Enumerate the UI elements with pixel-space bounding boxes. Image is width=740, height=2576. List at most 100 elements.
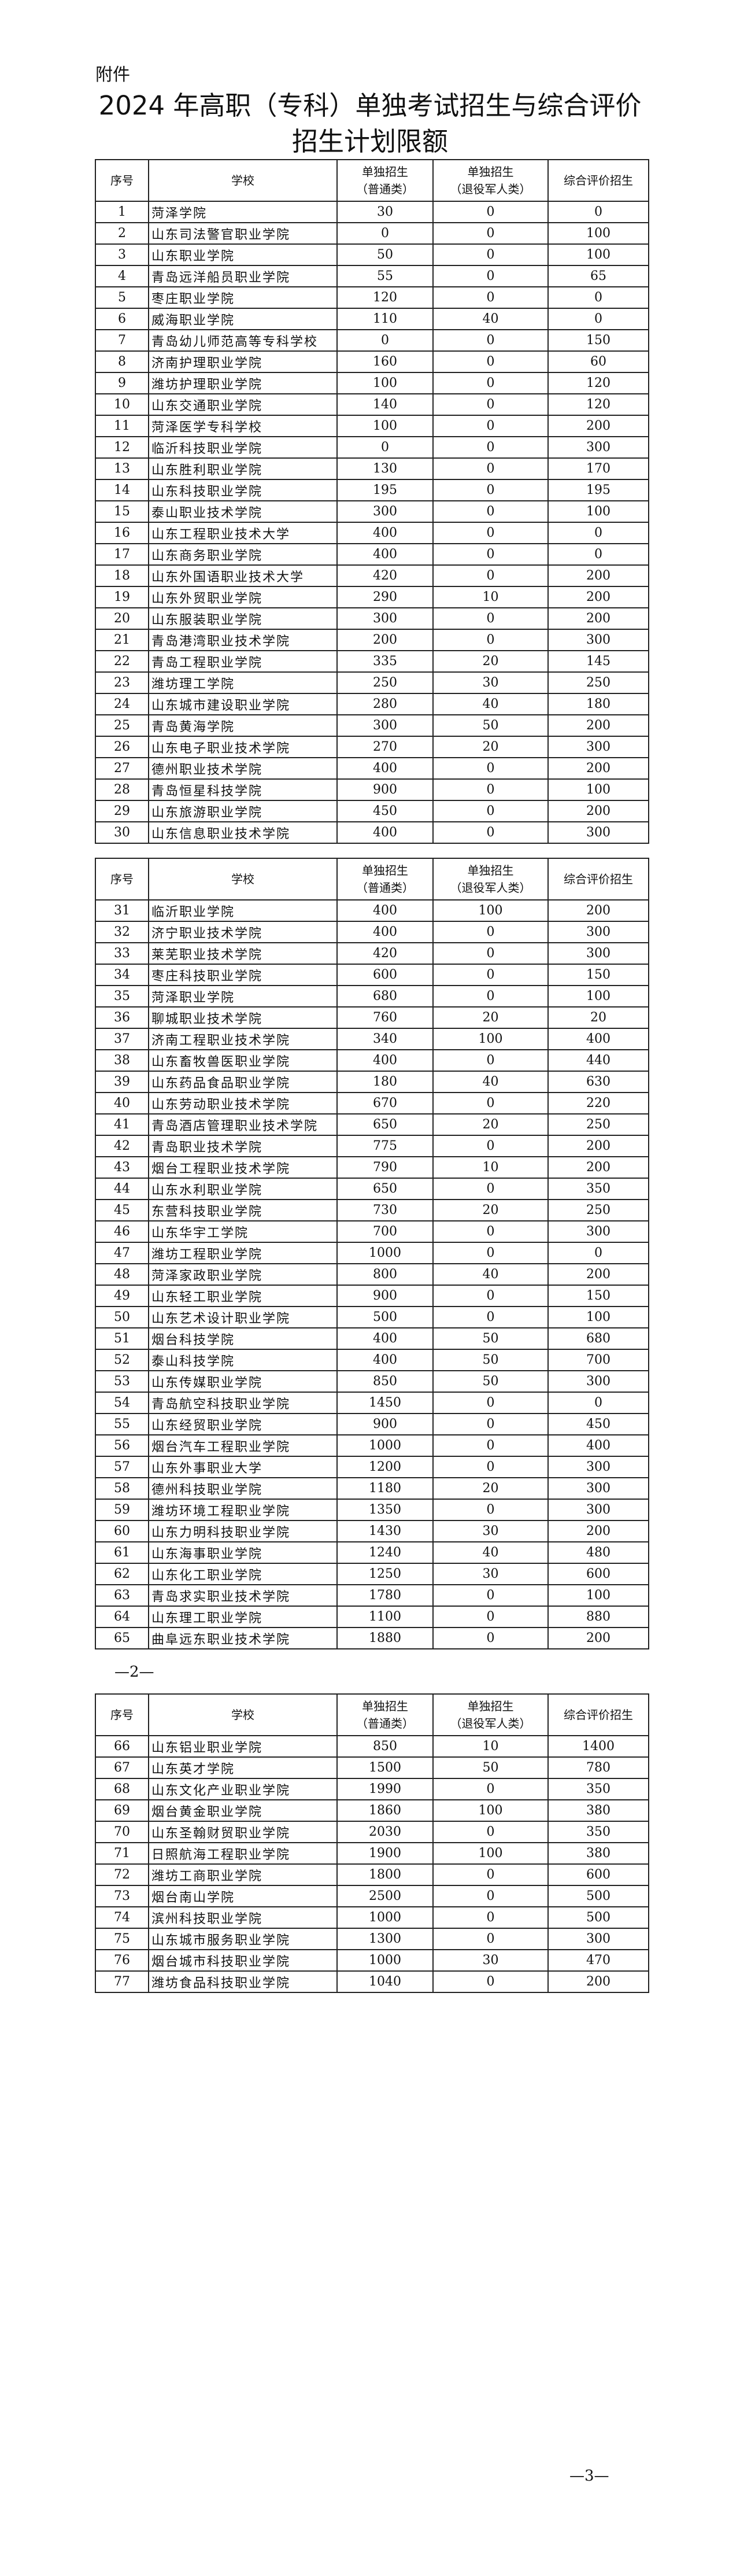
comprehensive-quota-cell: 200 xyxy=(547,1156,649,1179)
veteran-quota-cell: 0 xyxy=(432,942,549,965)
table-row: 61 山东海事职业学院 1240 40 480 xyxy=(95,1541,649,1564)
school-cell: 山东力明科技职业学院 xyxy=(148,1520,338,1542)
comprehensive-quota-cell: 300 xyxy=(547,942,649,965)
seq-cell: 63 xyxy=(95,1584,149,1607)
school-cell: 菏泽医学专科学校 xyxy=(148,415,338,437)
table-row: 62 山东化工职业学院 1250 30 600 xyxy=(95,1563,649,1585)
seq-cell: 33 xyxy=(95,942,149,965)
seq-cell: 57 xyxy=(95,1456,149,1478)
school-cell: 潍坊环境工程职业学院 xyxy=(148,1499,338,1521)
table-row: 27 德州职业技术学院 400 0 200 xyxy=(95,757,649,780)
table-row: 76 烟台城市科技职业学院 1000 30 470 xyxy=(95,1949,649,1972)
comprehensive-quota-cell: 200 xyxy=(547,607,649,630)
comprehensive-quota-cell: 1400 xyxy=(547,1735,649,1758)
general-quota-cell: 1990 xyxy=(336,1778,434,1800)
school-cell: 威海职业学院 xyxy=(148,308,338,330)
school-cell: 山东服装职业学院 xyxy=(148,607,338,630)
veteran-quota-cell: 10 xyxy=(432,1735,549,1758)
table-row: 71 日照航海工程职业学院 1900 100 380 xyxy=(95,1842,649,1865)
veteran-quota-cell: 0 xyxy=(432,1970,549,1993)
table-row: 43 烟台工程职业技术学院 790 10 200 xyxy=(95,1156,649,1179)
seq-cell: 31 xyxy=(95,899,149,922)
seq-cell: 35 xyxy=(95,985,149,1007)
general-quota-cell: 30 xyxy=(336,201,434,223)
school-cell: 莱芜职业技术学院 xyxy=(148,942,338,965)
table-row: 66 山东铝业职业学院 850 10 1400 xyxy=(95,1735,649,1758)
school-cell: 山东传媒职业学院 xyxy=(148,1370,338,1393)
header-row: 序号 学校 单独招生 （普通类） 单独招生 （退役军人类） 综合评价招生 xyxy=(95,1693,649,1736)
table-row: 72 潍坊工商职业学院 1800 0 600 xyxy=(95,1863,649,1886)
seq-cell: 7 xyxy=(95,329,149,352)
table-row: 64 山东理工职业学院 1100 0 880 xyxy=(95,1606,649,1628)
comprehensive-quota-cell: 350 xyxy=(547,1778,649,1800)
general-quota-cell: 1000 xyxy=(336,1949,434,1972)
general-quota-cell: 680 xyxy=(336,985,434,1007)
seq-cell: 60 xyxy=(95,1520,149,1542)
school-cell: 山东理工职业学院 xyxy=(148,1606,338,1628)
seq-cell: 34 xyxy=(95,964,149,986)
comprehensive-quota-cell: 195 xyxy=(547,479,649,501)
table-row: 26 山东电子职业技术学院 270 20 300 xyxy=(95,736,649,758)
veteran-quota-cell: 0 xyxy=(432,757,549,780)
seq-cell: 37 xyxy=(95,1028,149,1050)
comprehensive-quota-cell: 380 xyxy=(547,1799,649,1822)
general-quota-cell: 730 xyxy=(336,1199,434,1221)
veteran-quota-cell: 0 xyxy=(432,522,549,544)
header-seq: 序号 xyxy=(95,159,149,202)
comprehensive-quota-cell: 150 xyxy=(547,1285,649,1307)
general-quota-cell: 1880 xyxy=(336,1627,434,1649)
veteran-quota-cell: 0 xyxy=(432,1778,549,1800)
school-cell: 山东外事职业大学 xyxy=(148,1456,338,1478)
seq-cell: 50 xyxy=(95,1306,149,1328)
school-cell: 德州科技职业学院 xyxy=(148,1477,338,1500)
veteran-quota-cell: 50 xyxy=(432,1349,549,1371)
school-cell: 山东劳动职业技术学院 xyxy=(148,1092,338,1114)
table-row: 20 山东服装职业学院 300 0 200 xyxy=(95,607,649,630)
table-row: 34 枣庄科技职业学院 600 0 150 xyxy=(95,964,649,986)
general-quota-cell: 300 xyxy=(336,500,434,523)
seq-cell: 73 xyxy=(95,1885,149,1907)
general-quota-cell: 1780 xyxy=(336,1584,434,1607)
school-cell: 山东胜利职业学院 xyxy=(148,457,338,480)
veteran-quota-cell: 100 xyxy=(432,1842,549,1865)
general-quota-cell: 775 xyxy=(336,1135,434,1157)
attachment-label: 附件 xyxy=(95,65,130,85)
comprehensive-quota-cell: 120 xyxy=(547,372,649,394)
comprehensive-quota-cell: 300 xyxy=(547,1456,649,1478)
table-row: 18 山东外国语职业技术大学 420 0 200 xyxy=(95,564,649,587)
general-quota-cell: 400 xyxy=(336,522,434,544)
school-cell: 青岛工程职业学院 xyxy=(148,650,338,673)
veteran-quota-cell: 0 xyxy=(432,1584,549,1607)
general-quota-cell: 0 xyxy=(336,436,434,459)
general-quota-cell: 1000 xyxy=(336,1906,434,1929)
comprehensive-quota-cell: 145 xyxy=(547,650,649,673)
comprehensive-quota-cell: 100 xyxy=(547,1306,649,1328)
school-cell: 山东铝业职业学院 xyxy=(148,1735,338,1758)
table-row: 8 济南护理职业学院 160 0 60 xyxy=(95,350,649,373)
comprehensive-quota-cell: 600 xyxy=(547,1863,649,1886)
school-cell: 枣庄职业学院 xyxy=(148,286,338,309)
comprehensive-quota-cell: 0 xyxy=(547,286,649,309)
seq-cell: 14 xyxy=(95,479,149,501)
comprehensive-quota-cell: 500 xyxy=(547,1906,649,1929)
school-cell: 日照航海工程职业学院 xyxy=(148,1842,338,1865)
veteran-quota-cell: 100 xyxy=(432,1028,549,1050)
school-cell: 青岛恒星科技学院 xyxy=(148,778,338,801)
table-row: 21 青岛港湾职业技术学院 200 0 300 xyxy=(95,629,649,651)
seq-cell: 16 xyxy=(95,522,149,544)
general-quota-cell: 0 xyxy=(336,222,434,245)
table-row: 6 威海职业学院 110 40 0 xyxy=(95,308,649,330)
school-cell: 山东旅游职业学院 xyxy=(148,800,338,822)
veteran-quota-cell: 0 xyxy=(432,1092,549,1114)
seq-cell: 6 xyxy=(95,308,149,330)
comprehensive-quota-cell: 200 xyxy=(547,714,649,737)
veteran-quota-cell: 0 xyxy=(432,1928,549,1950)
veteran-quota-cell: 0 xyxy=(432,778,549,801)
school-cell: 泰山职业技术学院 xyxy=(148,500,338,523)
veteran-quota-cell: 20 xyxy=(432,736,549,758)
seq-cell: 36 xyxy=(95,1006,149,1029)
veteran-quota-cell: 0 xyxy=(432,265,549,287)
school-cell: 东营科技职业学院 xyxy=(148,1199,338,1221)
seq-cell: 5 xyxy=(95,286,149,309)
seq-cell: 23 xyxy=(95,671,149,694)
